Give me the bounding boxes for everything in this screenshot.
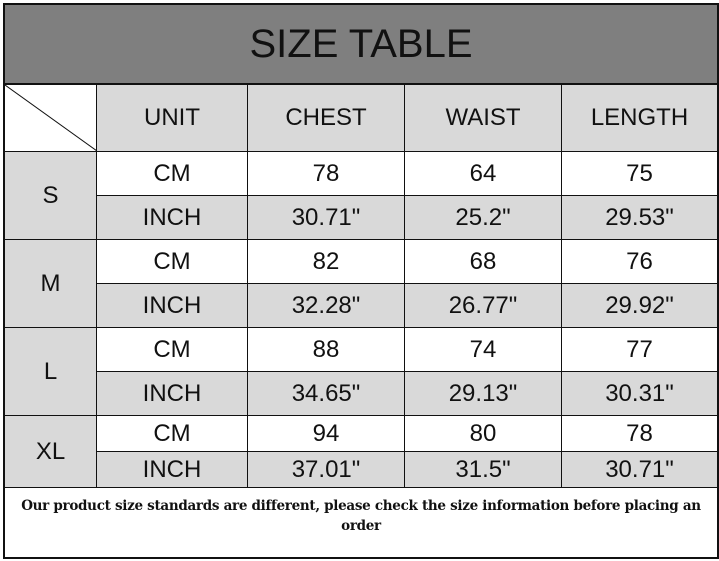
header-unit: UNIT [97, 85, 248, 152]
value-cell: 30.71" [248, 196, 405, 240]
unit-cell: INCH [97, 372, 248, 416]
value-cell: 75 [562, 152, 717, 196]
unit-cell: INCH [97, 196, 248, 240]
value-cell: 30.31" [562, 372, 717, 416]
value-cell: 68 [405, 240, 562, 284]
header-length: LENGTH [562, 85, 717, 152]
value-cell: 30.71" [562, 452, 717, 488]
value-cell: 26.77" [405, 284, 562, 328]
value-cell: 31.5" [405, 452, 562, 488]
value-cell: 74 [405, 328, 562, 372]
value-cell: 25.2" [405, 196, 562, 240]
value-cell: 78 [562, 416, 717, 452]
diagonal-line [5, 85, 97, 151]
table-title: SIZE TABLE [5, 5, 717, 85]
unit-cell: INCH [97, 284, 248, 328]
value-cell: 37.01" [248, 452, 405, 488]
corner-cell [5, 85, 97, 152]
unit-cell: CM [97, 240, 248, 284]
size-label: XL [5, 416, 97, 488]
value-cell: 29.13" [405, 372, 562, 416]
header-waist: WAIST [405, 85, 562, 152]
value-cell: 32.28" [248, 284, 405, 328]
size-label: M [5, 240, 97, 328]
value-cell: 64 [405, 152, 562, 196]
value-cell: 77 [562, 328, 717, 372]
size-table: SIZE TABLE UNIT CHEST WAIST LENGTH S CM 78 64 75… [3, 3, 719, 559]
value-cell: 82 [248, 240, 405, 284]
unit-cell: INCH [97, 452, 248, 488]
size-note: Our product size standards are different… [21, 498, 701, 534]
size-label: L [5, 328, 97, 416]
header-chest: CHEST [248, 85, 405, 152]
value-cell: 34.65" [248, 372, 405, 416]
value-cell: 29.53" [562, 196, 717, 240]
unit-cell: CM [97, 152, 248, 196]
unit-cell: CM [97, 328, 248, 372]
value-cell: 29.92" [562, 284, 717, 328]
value-cell: 88 [248, 328, 405, 372]
value-cell: 78 [248, 152, 405, 196]
value-cell: 94 [248, 416, 405, 452]
unit-cell: CM [97, 416, 248, 452]
value-cell: 80 [405, 416, 562, 452]
size-label: S [5, 152, 97, 240]
value-cell: 76 [562, 240, 717, 284]
